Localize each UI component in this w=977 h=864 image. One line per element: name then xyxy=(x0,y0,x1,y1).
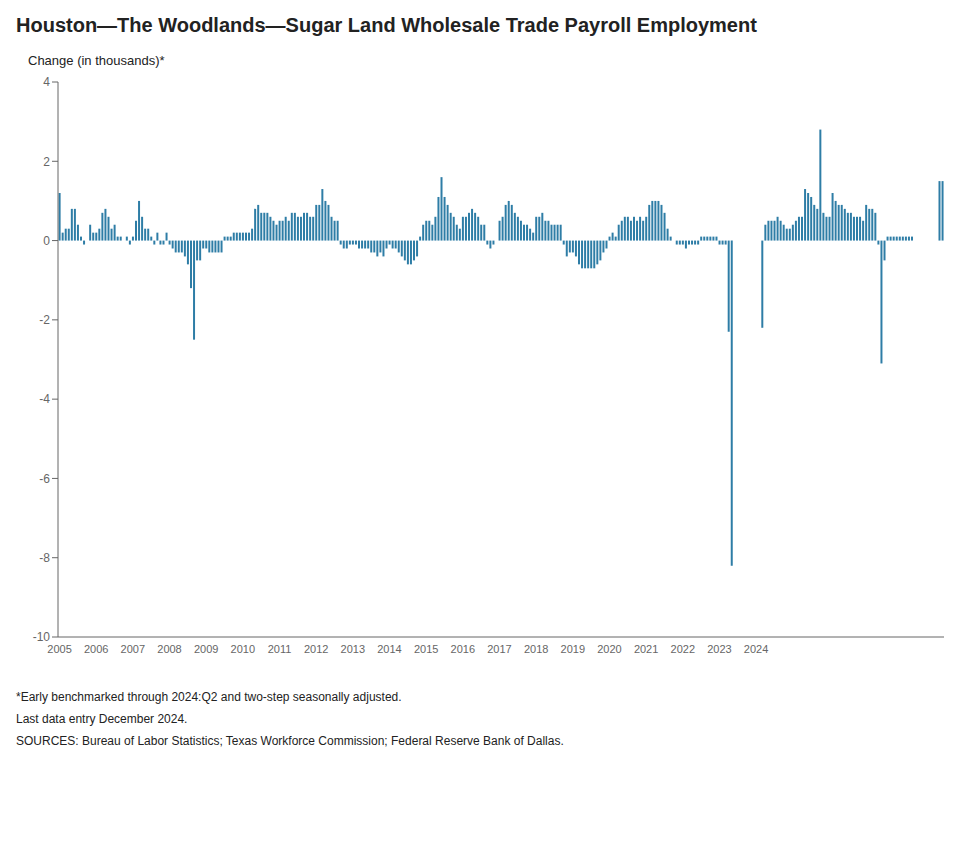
svg-text:2023: 2023 xyxy=(707,643,731,655)
svg-text:2015: 2015 xyxy=(414,643,438,655)
html-text:*Early benchmarked through 202: *Early benchmarked through 2024:Q2 and t… xyxy=(16,690,402,704)
html-text:SOURCES: Bureau of Labor Stati: SOURCES: Bureau of Labor Statistics; Tex… xyxy=(16,734,564,748)
svg-text:2012: 2012 xyxy=(304,643,328,655)
svg-text:2006: 2006 xyxy=(84,643,108,655)
svg-text:2021: 2021 xyxy=(634,643,658,655)
svg-text:2016: 2016 xyxy=(451,643,475,655)
svg-text:4: 4 xyxy=(43,75,50,89)
svg-text:2018: 2018 xyxy=(524,643,548,655)
svg-text:2022: 2022 xyxy=(671,643,695,655)
svg-text:2017: 2017 xyxy=(487,643,511,655)
svg-text:2011: 2011 xyxy=(268,643,292,655)
svg-text:0: 0 xyxy=(43,234,50,248)
svg-text:2009: 2009 xyxy=(194,643,218,655)
html-text:Change (in thousands)*: Change (in thousands)* xyxy=(28,53,165,68)
svg-text:2005: 2005 xyxy=(47,643,71,655)
svg-text:2007: 2007 xyxy=(121,643,145,655)
svg-text:2010: 2010 xyxy=(231,643,255,655)
svg-text:-6: -6 xyxy=(39,472,50,486)
svg-text:2014: 2014 xyxy=(377,643,401,655)
svg-text:-4: -4 xyxy=(39,392,50,406)
html-text:Last data entry December 2024.: Last data entry December 2024. xyxy=(16,712,188,726)
svg-text:2024: 2024 xyxy=(744,643,768,655)
svg-text:-2: -2 xyxy=(39,313,50,327)
svg-text:2020: 2020 xyxy=(597,643,621,655)
svg-text:-10: -10 xyxy=(33,630,51,644)
svg-text:-8: -8 xyxy=(39,551,50,565)
svg-text:2008: 2008 xyxy=(157,643,181,655)
svg-text:2013: 2013 xyxy=(341,643,365,655)
svg-text:2019: 2019 xyxy=(561,643,585,655)
html-text:Houston—The Woodlands—Sugar La: Houston—The Woodlands—Sugar Land Wholesa… xyxy=(16,14,757,36)
svg-text:2: 2 xyxy=(43,155,50,169)
